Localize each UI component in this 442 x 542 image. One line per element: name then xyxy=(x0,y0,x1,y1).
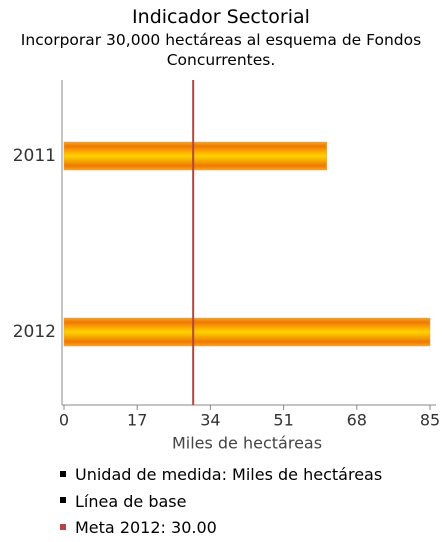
legend-label: Meta 2012: 30.00 xyxy=(75,518,217,537)
x-tick-label: 34 xyxy=(200,411,220,430)
legend-item: Meta 2012: 30.00 xyxy=(60,515,382,542)
legend-label: Unidad de medida: Miles de hectáreas xyxy=(75,465,383,484)
chart: 0 17 34 51 68 85 Miles de hectáreas 2011 2012 xyxy=(13,80,440,453)
x-tick-label: 51 xyxy=(273,411,293,430)
x-axis-label: Miles de hectáreas xyxy=(172,434,322,453)
legend-swatch xyxy=(60,497,66,503)
bar xyxy=(63,317,431,347)
legend: Unidad de medida: Miles de hectáreas Líne… xyxy=(60,462,382,542)
x-tick-label: 85 xyxy=(420,411,440,430)
legend-swatch xyxy=(60,470,66,477)
y-tick-label: 2012 xyxy=(13,322,56,342)
chart-subtitle: Incorporar 30,000 hectáreas al esquema d… xyxy=(20,31,422,69)
legend-item: Línea de base xyxy=(60,489,382,516)
x-tick-label: 0 xyxy=(59,411,69,430)
legend-swatch xyxy=(60,523,66,530)
x-tick-label: 17 xyxy=(127,411,147,430)
chart-title: Indicador Sectorial xyxy=(132,6,310,28)
legend-label: Línea de base xyxy=(75,491,187,511)
y-tick-label: 2011 xyxy=(13,146,56,166)
x-tick-label: 68 xyxy=(347,411,367,430)
header: Indicador Sectorial Incorporar 30,000 he… xyxy=(0,4,442,70)
legend-item: Unidad de medida: Miles de hectáreas xyxy=(60,462,382,489)
bar xyxy=(63,141,327,171)
